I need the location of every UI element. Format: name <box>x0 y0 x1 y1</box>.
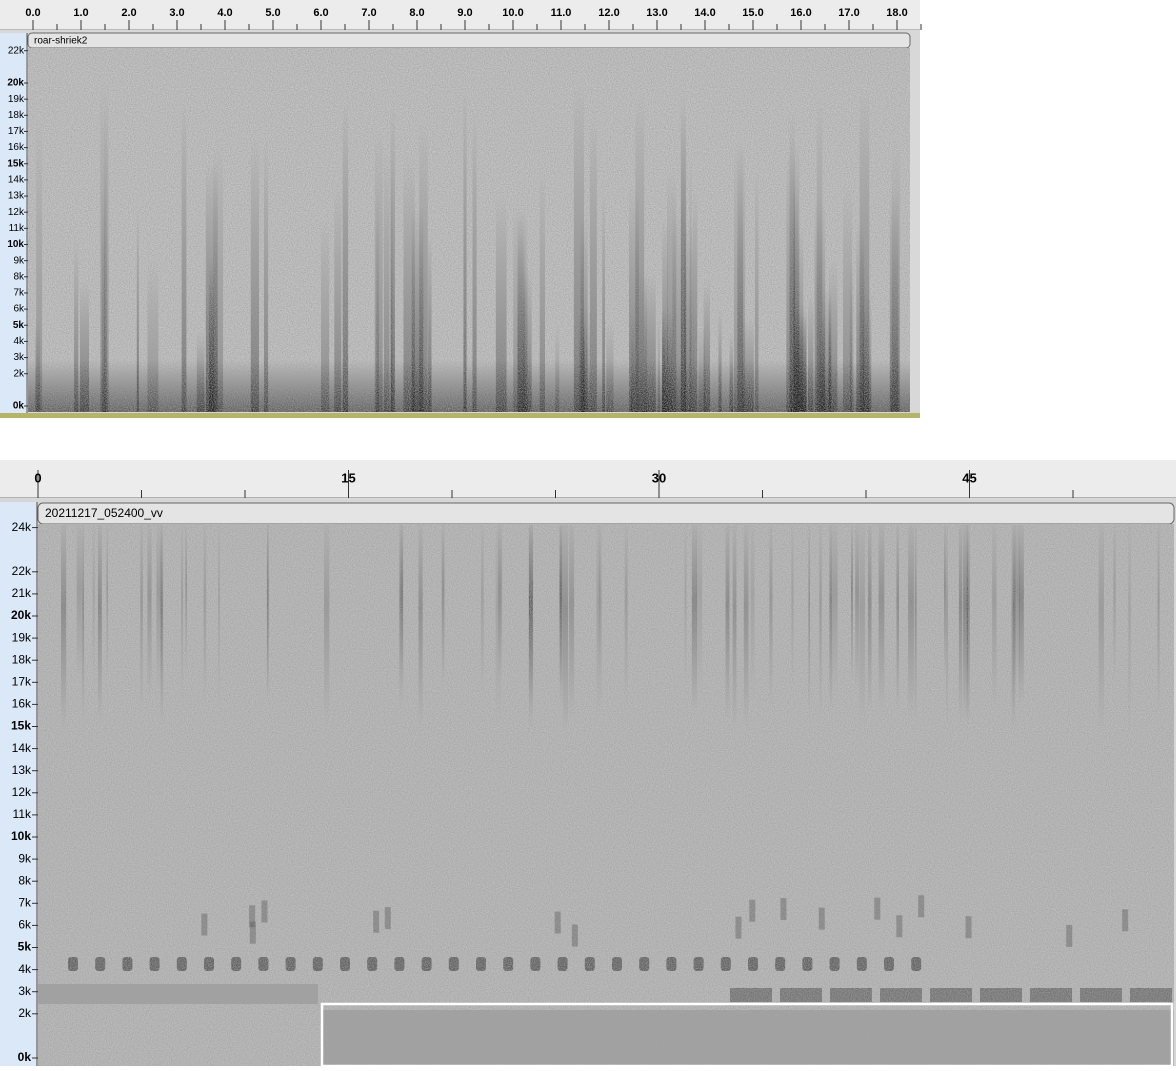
freq-label: 11k <box>9 223 25 234</box>
track-name: 20211217_052400_vv <box>45 506 163 520</box>
freq-label: 0k <box>18 1050 32 1064</box>
ruler-label: 0 <box>34 470 41 485</box>
freq-label: 19k <box>8 94 25 105</box>
freq-label: 4k <box>18 962 32 976</box>
freq-label: 5k <box>18 940 32 954</box>
freq-label: 18k <box>12 652 32 666</box>
ruler-label: 13.0 <box>646 7 667 19</box>
ruler-label: 0.0 <box>25 7 40 19</box>
bottom-panel: 20211217_052400_vv <box>0 460 1176 1066</box>
freq-label: 3k <box>13 352 25 363</box>
spectrogram-noise <box>28 48 910 412</box>
freq-label: 6k <box>13 304 25 315</box>
freq-label: 6k <box>18 918 32 932</box>
top-panel: roar-shriek2 <box>0 0 920 418</box>
freq-label: 0k <box>13 401 25 412</box>
track-title-bar <box>28 33 910 48</box>
ruler-label: 9.0 <box>457 7 472 19</box>
freq-label: 8k <box>13 271 25 282</box>
freq-label: 17k <box>8 126 25 137</box>
freq-label: 4k <box>13 336 25 347</box>
screenshot: roar-shriek2 20211217_052400_vv 0.0 1.0 2.… <box>0 0 1176 1066</box>
ruler-label: 10.0 <box>502 7 523 19</box>
freq-label: 16k <box>12 697 32 711</box>
freq-label: 5k <box>13 320 25 331</box>
freq-label: 21k <box>12 586 32 600</box>
freq-label: 7k <box>18 895 32 909</box>
ruler-label: 15.0 <box>742 7 763 19</box>
ruler-label: 6.0 <box>313 7 328 19</box>
freq-label: 2k <box>13 368 25 379</box>
freq-label: 16k <box>8 142 25 153</box>
ruler-label: 18.0 <box>886 7 907 19</box>
freq-label: 24k <box>12 520 32 534</box>
ruler <box>0 460 1176 498</box>
freq-label: 7k <box>13 288 25 299</box>
track-name: roar-shriek2 <box>34 36 88 47</box>
freq-label: 13k <box>12 763 32 777</box>
freq-label: 9k <box>18 851 32 865</box>
spectrogram-noise <box>38 524 1174 1066</box>
freq-label: 20k <box>11 608 31 622</box>
ruler-label: 7.0 <box>361 7 376 19</box>
freq-label: 8k <box>18 873 32 887</box>
freq-label: 10k <box>11 829 31 843</box>
freq-label: 12k <box>8 207 25 218</box>
freq-label: 12k <box>12 785 32 799</box>
freq-label: 2k <box>18 1006 32 1020</box>
freq-label: 13k <box>8 191 25 202</box>
ruler-label: 16.0 <box>790 7 811 19</box>
ruler-label: 1.0 <box>73 7 88 19</box>
ruler-label: 15 <box>341 470 355 485</box>
freq-label: 15k <box>7 158 24 169</box>
freq-label: 22k <box>8 45 25 56</box>
ruler-label: 2.0 <box>121 7 136 19</box>
ruler-label: 8.0 <box>409 7 424 19</box>
freq-label: 9k <box>13 255 25 266</box>
freq-label: 17k <box>12 674 32 688</box>
ruler-label: 17.0 <box>838 7 859 19</box>
ruler-label: 12.0 <box>598 7 619 19</box>
freq-label: 10k <box>7 239 24 250</box>
freq-label: 14k <box>8 175 25 186</box>
ruler-label: 3.0 <box>169 7 184 19</box>
freq-label: 20k <box>7 78 24 89</box>
track-title-bar <box>38 503 1174 524</box>
ruler-label: 45 <box>962 470 976 485</box>
ruler-label: 4.0 <box>217 7 232 19</box>
freq-label: 22k <box>12 564 32 578</box>
freq-label: 18k <box>8 110 25 121</box>
freq-label: 19k <box>12 630 32 644</box>
ruler-label: 14.0 <box>694 7 715 19</box>
ruler-label: 11.0 <box>551 7 572 19</box>
freq-label: 15k <box>11 719 31 733</box>
ruler-label: 30 <box>652 470 666 485</box>
ruler-label: 5.0 <box>265 7 280 19</box>
freq-label: 11k <box>13 807 32 821</box>
freq-label: 3k <box>18 984 32 998</box>
freq-label: 14k <box>12 741 32 755</box>
